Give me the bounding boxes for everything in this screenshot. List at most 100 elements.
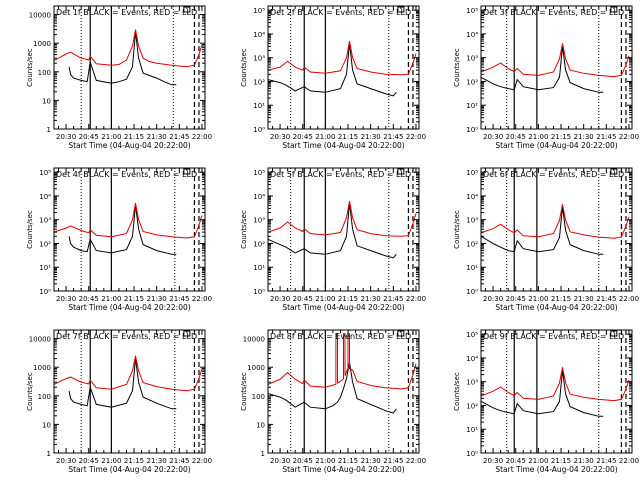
x-tick-label: 21:30 [147,133,167,141]
y-tick-label: 10³ [253,217,265,225]
x-tick-label: 21:45 [169,133,189,141]
x-axis-label: Start Time (04-Aug-04 20:22:00) [68,141,190,150]
y-tick-label: 10² [253,78,265,86]
events-series-line [68,205,177,255]
panel-title: Det 9f BLACK = Events, RED = LLD [483,332,624,341]
panel-8: 1 10 100 1000 10000 20:30 20:45 21:00 21:15 21:30… [240,329,426,474]
y-tick-label: 10⁰ [39,288,51,296]
lld-series-line [481,204,630,239]
y-tick-label: 10² [253,240,265,248]
lld-series-line [481,367,630,402]
y-tick-label: 10⁰ [253,126,265,134]
events-series-line [268,43,397,97]
x-tick-label: 21:00 [101,457,121,465]
y-tick-label: 10 [256,421,265,429]
x-axis-label: Start Time (04-Aug-04 20:22:00) [282,303,404,312]
y-tick-label: 10 [42,97,51,105]
x-tick-label: 21:00 [528,457,548,465]
x-tick-label: 20:30 [483,133,503,141]
x-tick-label: 21:00 [101,133,121,141]
lld-series-line [268,333,417,390]
y-axis-label: Counts/sec [453,210,461,249]
x-tick-label: 20:45 [79,133,99,141]
lld-series-line [268,201,417,237]
y-tick-label: 10¹ [39,264,51,272]
x-axis-label: Start Time (04-Aug-04 20:22:00) [282,141,404,150]
y-axis-label: Counts/sec [453,372,461,411]
y-axis-label: Counts/sec [240,210,248,249]
y-tick-label: 10⁴ [466,31,478,39]
y-tick-label: 100 [252,393,265,401]
y-tick-label: 10000 [29,12,51,20]
y-tick-label: 10⁵ [253,7,265,15]
y-tick-label: 10⁵ [466,169,478,177]
x-tick-label: 21:30 [361,133,381,141]
y-tick-label: 10⁴ [253,193,265,201]
y-tick-label: 1000 [247,364,265,372]
y-tick-label: 10² [466,402,478,410]
x-tick-label: 20:45 [79,295,99,303]
events-series-line [68,358,177,410]
panel-7: 1 10 100 1000 10000 20:30 20:45 21:00 21:15 21:30… [26,329,212,474]
x-tick-label: 21:45 [383,295,403,303]
x-tick-label: 21:30 [361,295,381,303]
panel-title: Det 3f BLACK = Events, RED = LLD [483,8,624,17]
x-tick-label: 20:30 [270,457,290,465]
x-tick-label: 21:00 [528,295,548,303]
x-tick-label: 22:00 [406,133,426,141]
x-tick-label: 20:45 [79,457,99,465]
x-tick-label: 21:15 [551,133,571,141]
x-tick-label: 21:30 [147,457,167,465]
x-tick-label: 21:15 [551,295,571,303]
x-tick-label: 22:00 [619,295,639,303]
y-axis-label: Counts/sec [26,48,34,87]
x-tick-label: 22:00 [406,295,426,303]
x-tick-label: 20:45 [506,295,526,303]
panel-title: Det 8f BLACK = Events, RED = LLD [270,332,411,341]
x-tick-label: 21:45 [383,457,403,465]
x-tick-label: 21:00 [315,295,335,303]
x-axis-label: Start Time (04-Aug-04 20:22:00) [495,303,617,312]
x-tick-label: 22:00 [619,457,639,465]
x-tick-label: 20:30 [270,133,290,141]
x-tick-label: 21:45 [596,457,616,465]
y-tick-label: 10000 [29,336,51,344]
y-tick-label: 10⁵ [253,169,265,177]
panel-title: Det 5f BLACK = Events, RED = LLD [270,170,411,179]
x-tick-label: 21:30 [574,295,594,303]
x-tick-label: 21:00 [101,295,121,303]
y-tick-label: 10⁵ [466,331,478,339]
lld-series-line [54,355,203,392]
y-tick-label: 10² [466,78,478,86]
y-tick-label: 10³ [466,217,478,225]
y-tick-label: 100 [38,69,51,77]
x-axis-label: Start Time (04-Aug-04 20:22:00) [282,465,404,474]
x-tick-label: 22:00 [619,133,639,141]
y-tick-label: 10000 [243,336,265,344]
panel-title: Det 2f BLACK = Events, RED = LLD [270,8,411,17]
y-tick-label: 10³ [39,217,51,225]
events-series-line [481,46,604,93]
x-tick-label: 21:15 [124,457,144,465]
x-tick-label: 21:30 [147,295,167,303]
y-tick-label: 10³ [466,55,478,63]
x-tick-label: 20:30 [56,133,76,141]
y-tick-label: 10⁴ [466,193,478,201]
x-tick-label: 21:15 [338,457,358,465]
x-tick-label: 20:30 [56,457,76,465]
x-tick-label: 21:45 [169,295,189,303]
panel-title: Det 1f BLACK = Events, RED = LLD [56,8,197,17]
x-tick-label: 21:15 [551,457,571,465]
y-tick-label: 10¹ [466,426,478,434]
x-axis-label: Start Time (04-Aug-04 20:22:00) [495,141,617,150]
y-tick-label: 10³ [466,379,478,387]
events-series-line [68,31,177,86]
events-series-line [481,206,604,255]
x-tick-label: 21:45 [596,133,616,141]
y-tick-label: 10⁰ [466,450,478,458]
